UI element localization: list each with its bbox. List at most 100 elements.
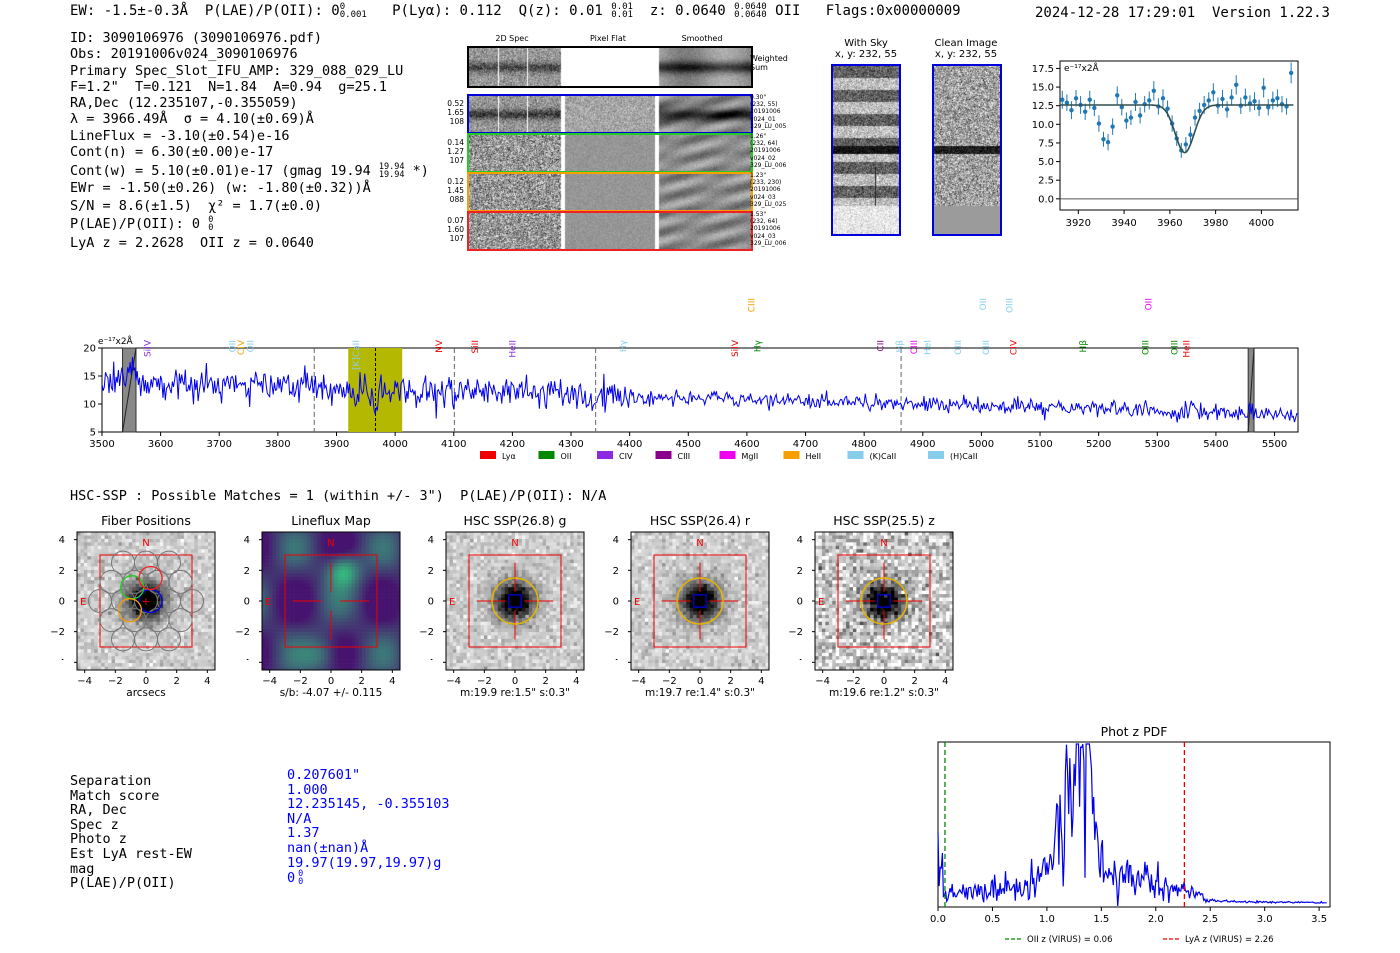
hsc-ytick-label: −2 — [50, 627, 65, 638]
hsc-xtick-label: −2 — [477, 676, 492, 687]
zoom-ytick-label: 10.0 — [1032, 120, 1054, 131]
legend-label: CIV — [619, 452, 633, 461]
hsc-ytick-label: 0 — [797, 597, 803, 608]
photz-legend-label: OII z (VIRUS) = 0.06 — [1027, 935, 1113, 945]
hsc-image — [631, 532, 769, 670]
zoom-xtick-label: 3960 — [1157, 218, 1182, 229]
match-plae-sup: 0 — [298, 869, 304, 880]
info-obs: Obs: 20191006v024_3090106976 — [70, 46, 298, 63]
hsc-panel-lineflux: Lineflux Map N E −4 −2 0 2 4 s/b: -4.07 +/- 0.11… — [259, 513, 401, 699]
search-box — [653, 554, 747, 648]
with-sky-title: With Sky x, y: 232, 55 — [834, 38, 898, 60]
match-value: 1.37 — [287, 825, 320, 842]
zoom-data-point — [1160, 96, 1166, 101]
zoom-xtick-label: 4000 — [1249, 218, 1274, 229]
zoom-data-point — [1183, 142, 1189, 147]
spectrum-ylabel: e⁻¹⁷x2Å — [98, 335, 134, 347]
spectrum-xtick-label: 4300 — [558, 439, 583, 450]
search-box — [99, 554, 193, 648]
spectrum-xtick-label: 3600 — [148, 439, 173, 450]
fiber-circle — [180, 589, 204, 613]
zoom-data-point — [1256, 105, 1262, 111]
zoom-data-point — [1234, 82, 1239, 88]
emission-line-label: Hγ — [619, 339, 629, 352]
zoom-data-point — [1082, 109, 1088, 114]
match-label: Spec z — [70, 816, 119, 833]
zoom-ytick-label: 0.0 — [1038, 194, 1054, 205]
phot-z-pdf-chart: Phot z PDF 0.0 0.5 1.0 1.5 2.0 2.5 3.0 3.5 OII z … — [930, 724, 1331, 945]
hsc-ytick-label: 4 — [797, 535, 803, 546]
hsc-panel-image: HSC SSP(25.5) z N E −4 −2 0 2 4m:19.6 re:1.2" s… — [812, 513, 954, 699]
hsc-ytick-label: 0 — [244, 597, 250, 608]
info-id: ID: 3090106976 (3090106976.pdf) — [70, 30, 322, 46]
zoom-data-point — [1252, 99, 1257, 104]
zoom-data-point — [1197, 108, 1202, 114]
cutout-meta-line: 1.53" — [750, 211, 767, 218]
spectrum-xtick-label: 3700 — [207, 439, 232, 450]
cutout-stat: 0.14 — [447, 138, 464, 147]
cutout-meta-line: (232, 64) — [750, 218, 778, 226]
cutout-meta-line: 329_LU_005 — [750, 122, 787, 130]
cutout-meta-line: (233, 230) — [750, 179, 782, 187]
clean-image — [932, 64, 1002, 236]
zoom-ytick-label: 5.0 — [1038, 157, 1054, 168]
match-label: Match score — [70, 787, 160, 804]
legend-swatch — [719, 451, 736, 459]
compass-east: E — [634, 597, 640, 608]
spectrum-xtick-label: 5000 — [969, 439, 994, 450]
weighted-sum-image — [467, 46, 753, 88]
header-ew: EW: -1.5±-0.3Å — [70, 3, 189, 19]
source-box — [508, 594, 522, 608]
zoom-data-point — [1192, 115, 1198, 120]
zoom-data-point — [1188, 132, 1193, 137]
zoom-data-point — [1073, 96, 1079, 101]
zoom-fit-line — [1060, 104, 1294, 154]
zoom-data-point — [1261, 85, 1266, 91]
spectrum-xtick-label: 4700 — [793, 439, 818, 450]
emission-line-label: OII — [1145, 298, 1155, 310]
emission-line-label: SiIV — [731, 339, 741, 357]
hsc-ytick-label: −2 — [788, 627, 803, 638]
zoom-data-point — [1064, 100, 1070, 105]
photz-xtick-label: 2.5 — [1202, 914, 1218, 925]
hsc-xtick-label: 0 — [697, 676, 703, 687]
zoom-data-point — [1151, 88, 1157, 93]
cutout-row-meta: 1.23" (233, 230) 20191006 v024_03 329_LU_025 — [750, 172, 786, 208]
compass-east: E — [818, 597, 824, 608]
zoom-data-point — [1137, 113, 1143, 118]
cutout-meta-line: (232, 55) — [750, 101, 778, 109]
zoom-data-point — [1206, 98, 1211, 103]
emission-line-label: HeII — [1183, 340, 1193, 358]
cutout-row-image — [467, 133, 753, 173]
hsc-xtick-label: 2 — [727, 676, 733, 687]
hsc-xtick-label: 0 — [512, 676, 518, 687]
legend-swatch — [480, 451, 496, 459]
hsc-yaxis: 4 2 0 −2 −4 — [604, 535, 619, 660]
legend-label: Lyα — [502, 452, 516, 461]
cutout-stat: 1.27 — [447, 147, 464, 156]
spectrum-xtick-label: 5500 — [1262, 439, 1287, 450]
photz-xtick-label: 3.5 — [1311, 914, 1327, 925]
cutout-stat: 1.60 — [447, 225, 464, 234]
hsc-yaxis: 4 2 0 −2 −4 — [235, 535, 250, 660]
hsc-xtick-label: −4 — [631, 676, 646, 687]
info-sn: S/N = 8.6(±1.5) χ² = 1.7(±0.0) — [70, 197, 322, 214]
cutout-stat: 0.12 — [447, 177, 464, 186]
hsc-ytick-label: −2 — [235, 627, 250, 638]
zoom-data-point — [1101, 137, 1106, 142]
masked-hatch — [122, 347, 137, 433]
spectrum-ytick-label: 15 — [83, 372, 96, 383]
emission-line-label: Hγ — [753, 339, 763, 352]
hsc-xtick-label: −4 — [262, 676, 277, 687]
cutout-meta-line: (232, 64) — [750, 140, 778, 148]
photz-title: Phot z PDF — [1101, 724, 1168, 739]
cutout-meta-line: 20191006 — [750, 108, 781, 116]
info-plae-sub: 0 — [208, 223, 214, 234]
zoom-data-point — [1243, 95, 1248, 100]
source-box — [693, 594, 707, 608]
hsc-ytick-label: 2 — [244, 566, 250, 577]
zoom-data-point — [1211, 90, 1216, 95]
weighted-sum-label: Weighted Sum — [750, 54, 788, 72]
hsc-ytick-label: 4 — [613, 535, 619, 546]
